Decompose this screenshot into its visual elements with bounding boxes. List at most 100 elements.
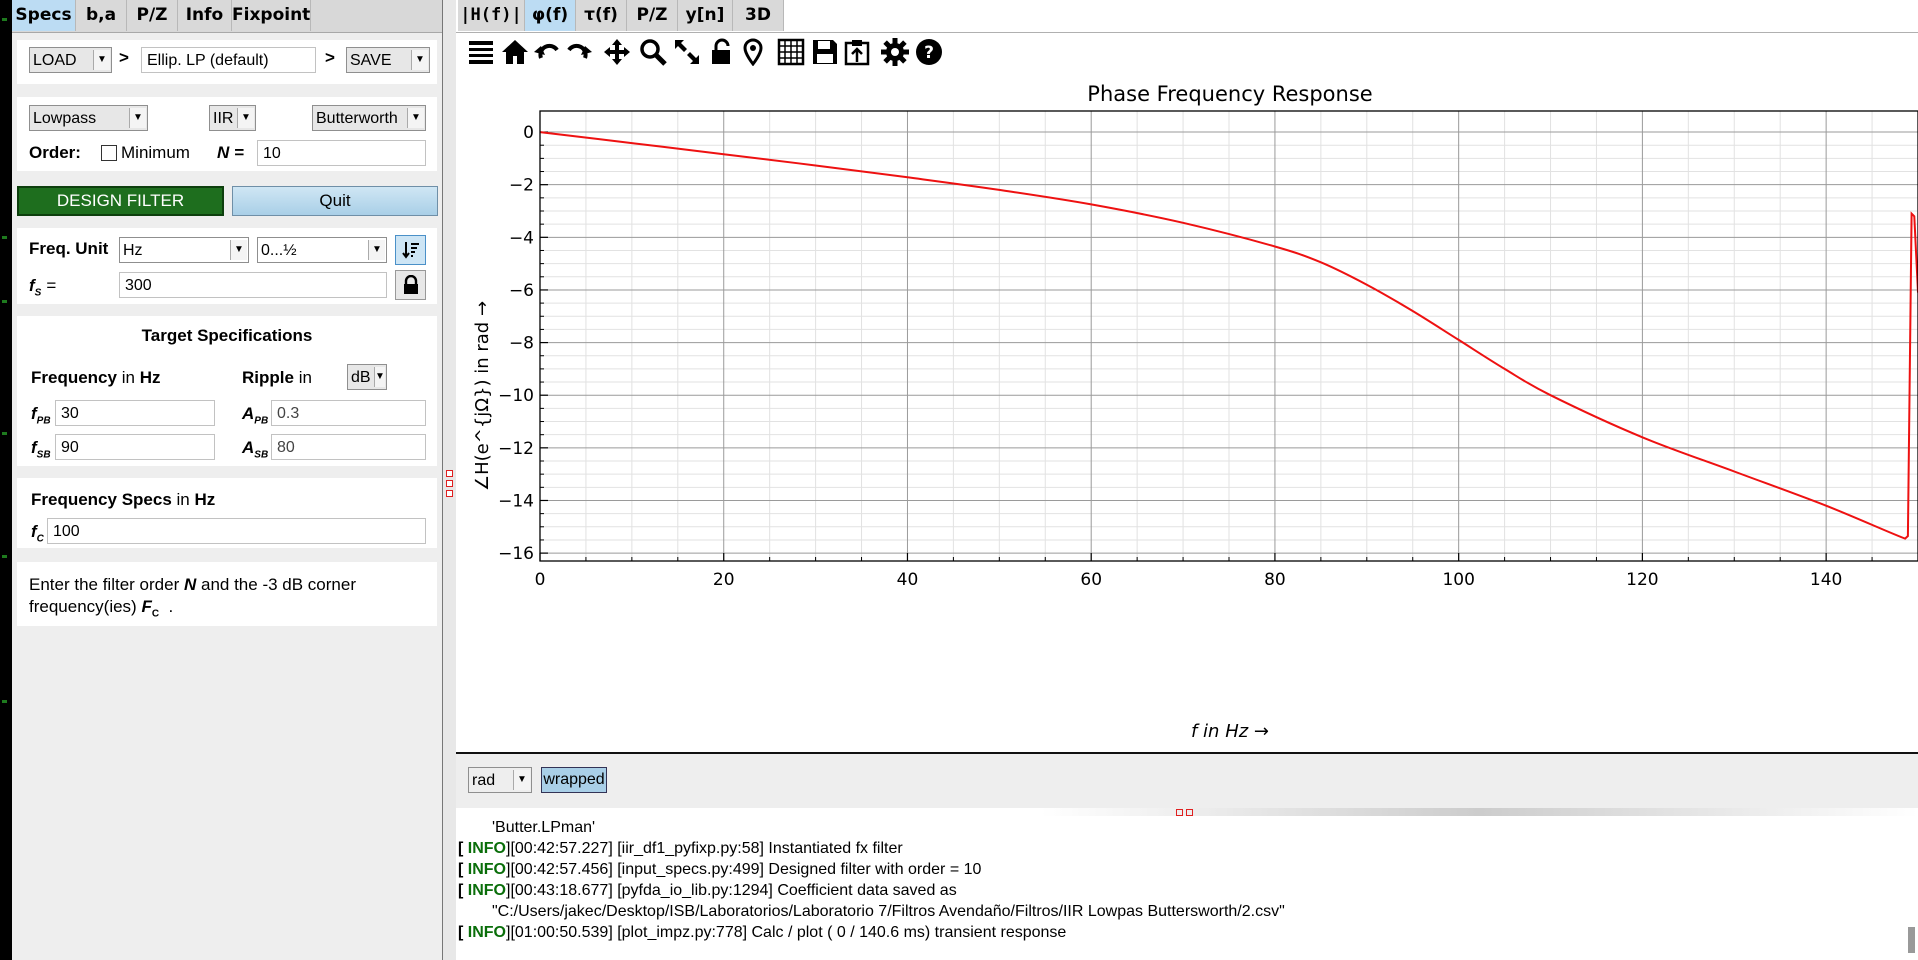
- save-dropdown[interactable]: SAVE ▼: [346, 47, 430, 73]
- y-tick-label: −6: [509, 281, 534, 301]
- fc-input[interactable]: 100: [47, 518, 426, 544]
- home-icon[interactable]: [498, 34, 532, 70]
- help-line-1: Enter the filter order N and the -3 dB c…: [29, 575, 356, 595]
- load-dropdown[interactable]: LOAD ▼: [29, 47, 112, 73]
- minimum-checkbox[interactable]: [101, 145, 117, 161]
- log-console[interactable]: 'Butter.LPman'[ INFO][00:42:57.227] [iir…: [456, 817, 1918, 960]
- freq-unit-dropdown[interactable]: Hz ▼: [119, 237, 249, 263]
- unit-dropdown[interactable]: rad ▼: [468, 767, 532, 793]
- settings-icon[interactable]: [878, 34, 912, 70]
- a-pb-label: APB: [242, 404, 268, 426]
- fs-label-text: f: [29, 276, 35, 295]
- ripple-heading: Ripple in: [242, 368, 312, 388]
- f-sb-input[interactable]: 90: [55, 434, 215, 460]
- freq-specs-heading: Frequency Specs in Hz: [31, 490, 215, 510]
- y-tick-label: −14: [498, 491, 534, 511]
- freq-range-value: 0...½: [261, 242, 297, 259]
- f-pb-input[interactable]: 30: [55, 400, 215, 426]
- a-pb-input[interactable]: 0.3: [271, 400, 426, 426]
- help-icon[interactable]: ?: [912, 34, 946, 70]
- fullscreen-icon[interactable]: [670, 34, 704, 70]
- plot-tabbar: |H(f)| φ(f) τ(f) P/Z y[n] 3D: [456, 0, 1918, 33]
- frequency-unit: Hz: [139, 368, 161, 387]
- log-text: "C:/Users/jakec/Desktop/ISB/Laboratorios…: [492, 903, 1285, 920]
- order-label: Order:: [29, 143, 81, 162]
- splitter-grip: [1186, 809, 1193, 816]
- a-sb-input[interactable]: 80: [271, 434, 426, 460]
- tab-group-delay[interactable]: τ(f): [576, 0, 627, 31]
- tab-coefficients[interactable]: b,a: [76, 0, 127, 31]
- response-type-dropdown[interactable]: Lowpass ▼: [29, 105, 148, 131]
- x-tick-label: 140: [1810, 570, 1842, 590]
- log-level-tag: INFO: [463, 924, 506, 941]
- f-sb-label: fSB: [31, 438, 51, 460]
- tab-phase[interactable]: φ(f): [525, 0, 576, 31]
- redo-icon[interactable]: [562, 34, 596, 70]
- save-icon[interactable]: [808, 34, 842, 70]
- unit-value: rad: [472, 772, 496, 789]
- tab-info[interactable]: Info: [178, 0, 232, 31]
- marker-icon[interactable]: [736, 34, 770, 70]
- chevron-down-icon: ▼: [237, 108, 254, 128]
- freq-unit-label: Freq. Unit: [29, 239, 109, 258]
- log-bracket: [: [458, 882, 464, 899]
- lock-icon[interactable]: [395, 270, 426, 300]
- undo-icon[interactable]: [530, 34, 564, 70]
- log-text: 'Butter.LPman': [492, 819, 596, 836]
- tab-magnitude[interactable]: |H(f)|: [458, 0, 525, 31]
- ripple-unit-dropdown[interactable]: dB ▼: [347, 364, 387, 390]
- help-text-box: Enter the filter order N and the -3 dB c…: [17, 562, 437, 626]
- zoom-icon[interactable]: [636, 34, 670, 70]
- freq-range-dropdown[interactable]: 0...½ ▼: [257, 237, 387, 263]
- order-input[interactable]: 10: [257, 140, 426, 166]
- f-sb-sub: SB: [36, 449, 51, 461]
- tab-impulse[interactable]: y[n]: [678, 0, 733, 31]
- y-tick-label: −12: [498, 439, 534, 459]
- sort-icon[interactable]: [395, 235, 426, 265]
- response-type-value: Lowpass: [33, 110, 97, 127]
- pan-icon[interactable]: [600, 34, 634, 70]
- arrow-label-2: >: [325, 48, 335, 67]
- chevron-down-icon: ▼: [129, 108, 146, 128]
- phase-plot-svg[interactable]: 0 20 40 60 80 100 120 1400−2−4−6−8−10−12−14−16 …: [456, 75, 1918, 745]
- x-axis-label: f in Hz →: [1191, 721, 1269, 742]
- design-filter-button[interactable]: DESIGN FILTER: [17, 186, 224, 216]
- help-n: N: [183, 575, 197, 594]
- filter-kind-dropdown[interactable]: IIR ▼: [209, 105, 256, 131]
- log-level-tag: INFO: [463, 882, 506, 899]
- load-label: LOAD: [33, 52, 77, 69]
- grid-icon[interactable]: [774, 34, 808, 70]
- quit-button[interactable]: Quit: [232, 186, 438, 216]
- chevron-down-icon: ▼: [407, 108, 424, 128]
- tab-fixpoint[interactable]: Fixpoint: [232, 0, 311, 31]
- chevron-down-icon: ▼: [513, 770, 530, 790]
- phase-plot[interactable]: 0 20 40 60 80 100 120 140 0 −2 −4 −6 −8 −10 −12 −14 −16 …: [456, 75, 1918, 745]
- ripple-label: Ripple: [242, 368, 294, 387]
- tab-pz-plot[interactable]: P/Z: [627, 0, 678, 31]
- save-label: SAVE: [350, 52, 392, 69]
- log-splitter[interactable]: [456, 808, 1918, 816]
- log-scrollbar-thumb[interactable]: [1908, 927, 1915, 953]
- left-tabbar: Specs b,a P/Z Info Fixpoint: [12, 0, 442, 33]
- load-save-box: LOAD ▼ > Ellip. LP (default) > SAVE ▼: [17, 40, 437, 84]
- y-tick-label: −2: [509, 176, 534, 196]
- design-method-dropdown[interactable]: Butterworth ▼: [312, 105, 426, 131]
- freq-specs-title: Frequency Specs: [31, 490, 172, 509]
- wrapped-toggle[interactable]: wrapped: [541, 767, 607, 793]
- tab-specs[interactable]: Specs: [12, 0, 76, 31]
- lock-toolbar-icon[interactable]: [704, 34, 738, 70]
- splitter-grip: [1176, 809, 1183, 816]
- fs-input[interactable]: 300: [119, 272, 387, 298]
- tab-3d[interactable]: 3D: [733, 0, 784, 31]
- tab-poles-zeros[interactable]: P/Z: [127, 0, 178, 31]
- freq-specs-in: in: [176, 490, 190, 509]
- clipboard-icon[interactable]: [840, 34, 874, 70]
- panel-splitter[interactable]: [442, 0, 457, 960]
- fc-label-text: f: [31, 522, 37, 541]
- list-icon[interactable]: [464, 34, 498, 70]
- filter-kind-value: IIR: [213, 110, 234, 127]
- splitter-grip: [446, 490, 453, 497]
- log-line: [ INFO][00:42:57.456] [input_specs.py:49…: [458, 861, 981, 879]
- filter-name-field[interactable]: Ellip. LP (default): [141, 47, 316, 73]
- plot-panel: |H(f)| φ(f) τ(f) P/Z y[n] 3D: [456, 0, 1918, 960]
